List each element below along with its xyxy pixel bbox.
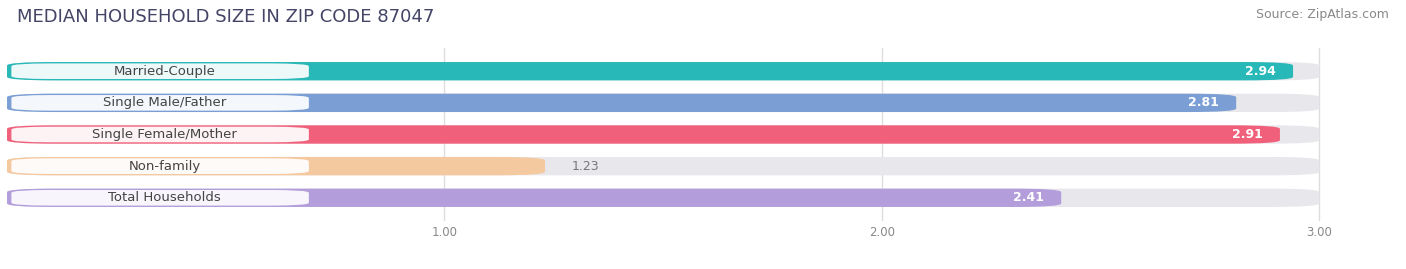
Text: 2.91: 2.91 <box>1232 128 1263 141</box>
FancyBboxPatch shape <box>7 189 1062 207</box>
Text: Non-family: Non-family <box>128 160 201 173</box>
FancyBboxPatch shape <box>7 125 1279 144</box>
FancyBboxPatch shape <box>7 94 1319 112</box>
Text: 2.81: 2.81 <box>1188 96 1219 109</box>
Text: Total Households: Total Households <box>108 191 221 204</box>
FancyBboxPatch shape <box>7 94 1236 112</box>
FancyBboxPatch shape <box>7 62 1294 80</box>
FancyBboxPatch shape <box>7 189 1319 207</box>
Text: 1.23: 1.23 <box>571 160 599 173</box>
FancyBboxPatch shape <box>7 157 546 175</box>
Text: Single Male/Father: Single Male/Father <box>103 96 226 109</box>
FancyBboxPatch shape <box>11 158 309 174</box>
Text: MEDIAN HOUSEHOLD SIZE IN ZIP CODE 87047: MEDIAN HOUSEHOLD SIZE IN ZIP CODE 87047 <box>17 8 434 26</box>
Text: 2.41: 2.41 <box>1012 191 1043 204</box>
Text: Single Female/Mother: Single Female/Mother <box>91 128 238 141</box>
FancyBboxPatch shape <box>11 63 309 79</box>
FancyBboxPatch shape <box>11 190 309 206</box>
FancyBboxPatch shape <box>11 127 309 142</box>
Text: 2.94: 2.94 <box>1244 65 1275 78</box>
FancyBboxPatch shape <box>7 125 1319 144</box>
Text: Married-Couple: Married-Couple <box>114 65 215 78</box>
FancyBboxPatch shape <box>7 62 1319 80</box>
Text: Source: ZipAtlas.com: Source: ZipAtlas.com <box>1256 8 1389 21</box>
FancyBboxPatch shape <box>7 157 1319 175</box>
FancyBboxPatch shape <box>11 95 309 111</box>
